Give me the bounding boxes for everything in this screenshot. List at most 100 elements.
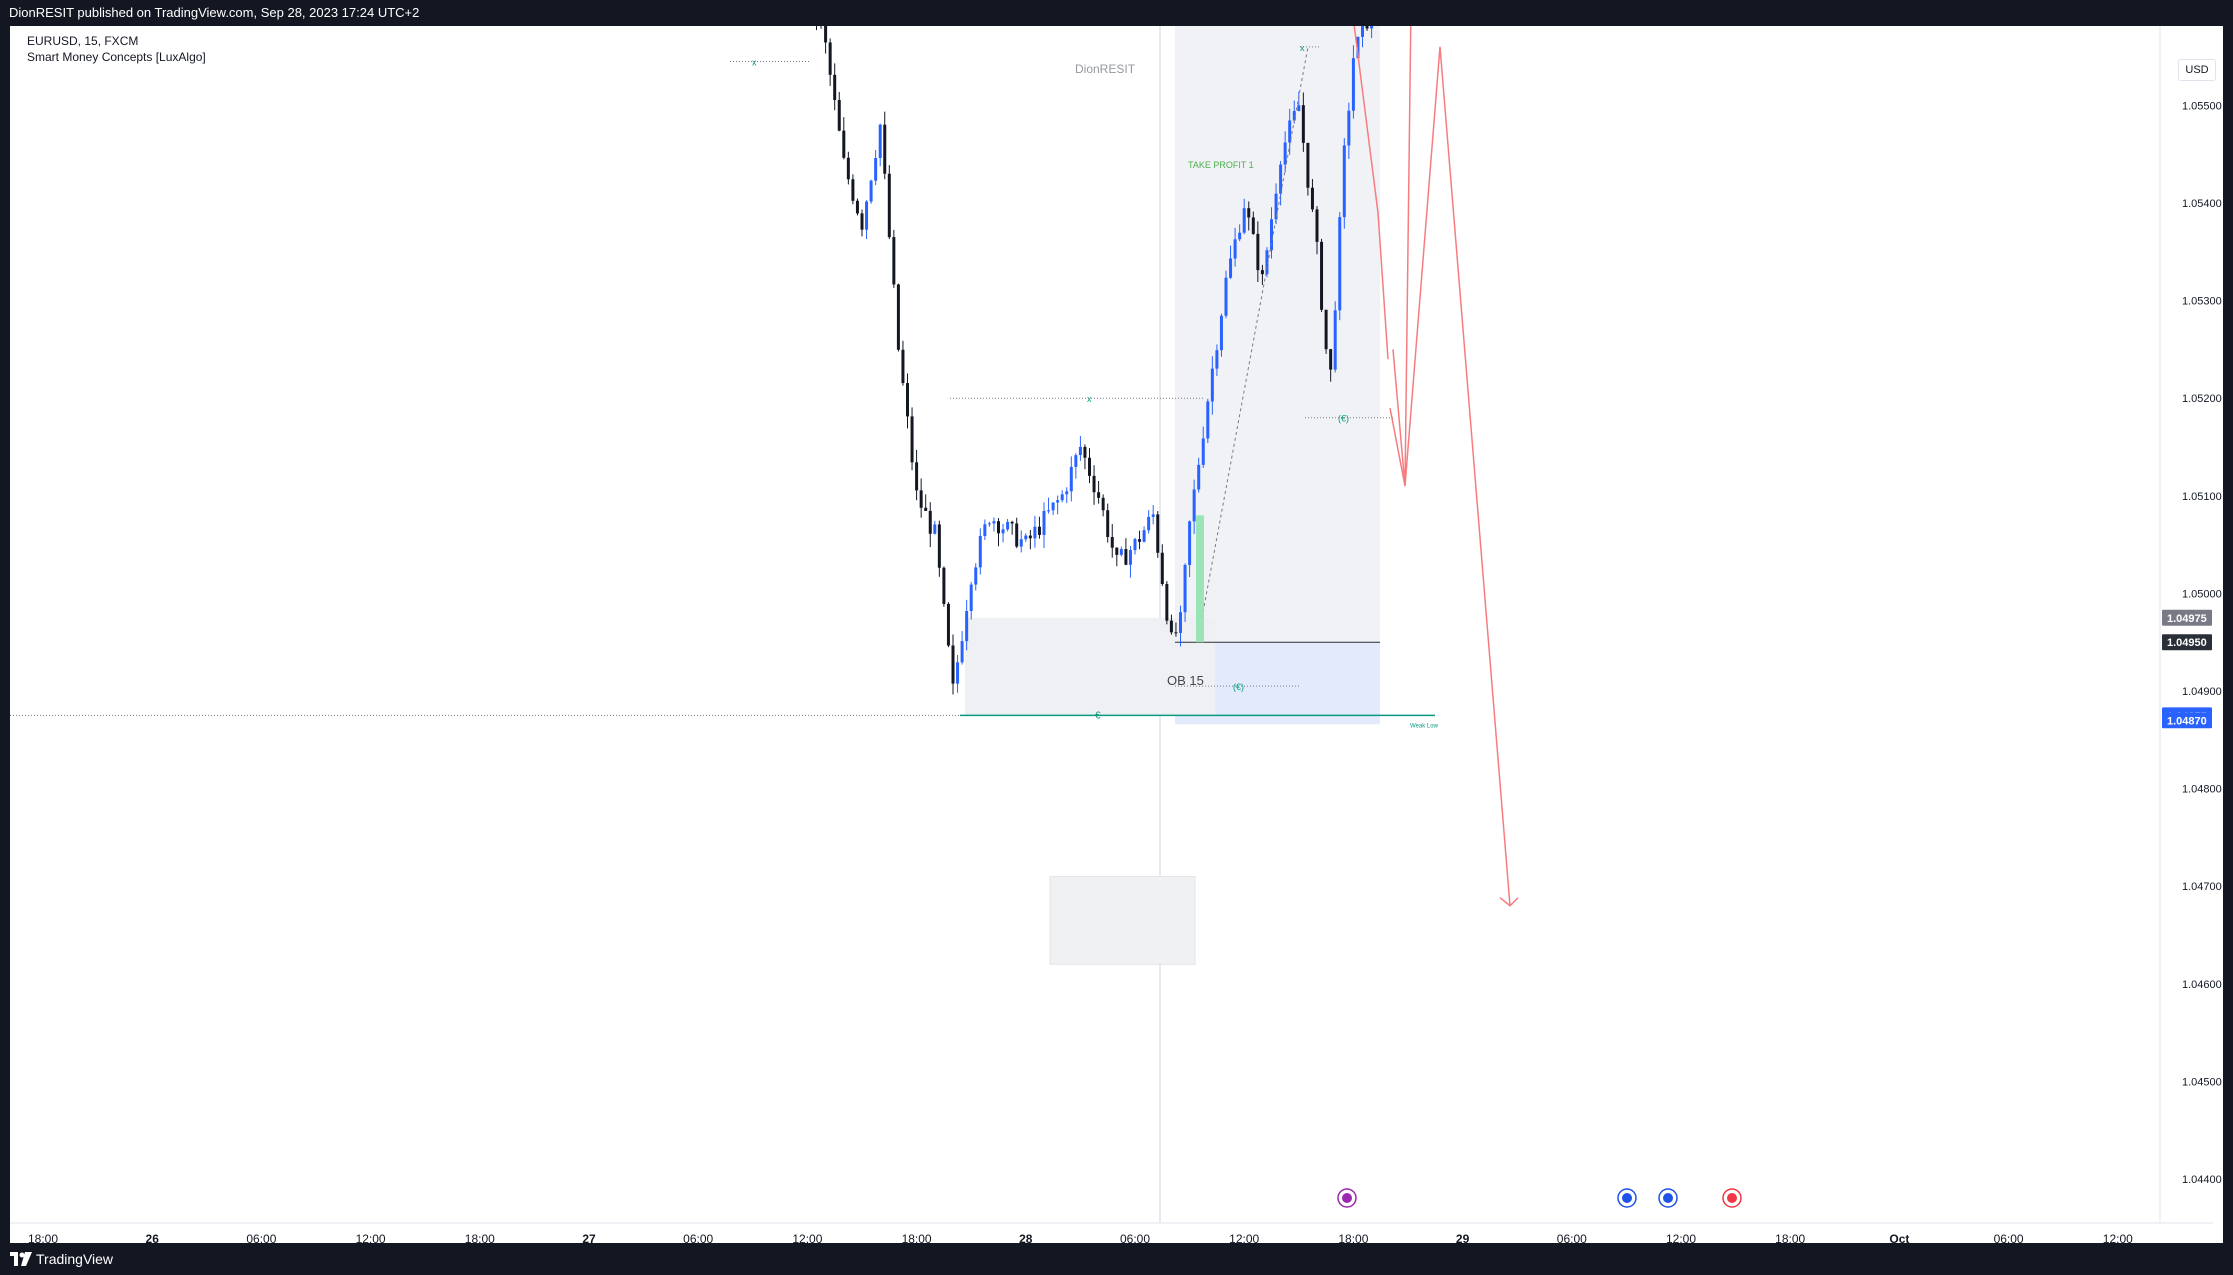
price-tick-19: 1.04500 <box>2182 1076 2222 1088</box>
time-tick-11: 12:00 <box>1229 1232 1259 1243</box>
candle-body-263 <box>1242 208 1246 233</box>
candle-body-201 <box>960 641 964 663</box>
us-event-icon-inner <box>1727 1193 1737 1203</box>
candle-body-266 <box>1256 233 1260 271</box>
candle-body-288 <box>1356 36 1360 59</box>
candle-body-283 <box>1333 310 1337 370</box>
candle-body-222 <box>1056 500 1060 503</box>
small-zone <box>1049 875 1196 965</box>
candle-body-190 <box>910 416 914 463</box>
price-label-bg-2 <box>2162 609 2212 626</box>
candle-body-215 <box>1024 535 1028 540</box>
candle-body-240 <box>1138 539 1142 542</box>
candle-body-245 <box>1160 552 1164 584</box>
time-tick-17: Oct <box>1889 1232 1909 1243</box>
price-label-bg-3 <box>2162 634 2212 651</box>
candle-body-254 <box>1201 438 1205 465</box>
candle-body-267 <box>1260 270 1264 275</box>
candle-body-189 <box>906 383 909 417</box>
candle-body-217 <box>1033 526 1037 539</box>
candle-body-230 <box>1092 475 1096 493</box>
candle-body-206 <box>983 524 987 536</box>
candle-body-229 <box>1088 457 1091 476</box>
candle-body-290 <box>1365 26 1369 29</box>
candle-body-244 <box>1156 514 1160 553</box>
candle-body-238 <box>1128 550 1132 565</box>
author-watermark: DionRESIT <box>1075 62 1136 76</box>
chart-pane[interactable]: Strong HighFVG 4HKey Areas€FVG 15FVG 15F… <box>0 26 2233 1243</box>
candle-body-223 <box>1060 494 1064 501</box>
candle-body-181 <box>869 180 873 202</box>
candle-body-243 <box>1151 514 1155 517</box>
position-profit-zone <box>1175 26 1380 643</box>
candle-body-213 <box>1015 523 1019 547</box>
price-tick-16: 1.04800 <box>2182 784 2222 796</box>
price-tick-20: 1.04400 <box>2182 1174 2222 1186</box>
candle-body-204 <box>974 567 978 585</box>
time-tick-12: 18:00 <box>1338 1232 1368 1243</box>
candle-body-239 <box>1133 539 1137 551</box>
candle-body-236 <box>1119 549 1123 555</box>
time-tick-14: 06:00 <box>1557 1232 1587 1243</box>
ob-zone <box>965 617 1215 716</box>
time-tick-2: 06:00 <box>246 1232 276 1243</box>
projection-up <box>1389 26 1412 487</box>
price-label-2: 1.04975 <box>2167 613 2207 625</box>
candle-body-271 <box>1279 164 1283 194</box>
time-tick-10: 06:00 <box>1120 1232 1150 1243</box>
structure-mark-9: x <box>1300 43 1305 53</box>
candle-body-255 <box>1206 401 1210 439</box>
candle-body-282 <box>1329 349 1333 370</box>
candle-body-179 <box>860 213 864 230</box>
footer-bar: TradingView <box>0 1243 2233 1275</box>
candle-body-180 <box>865 201 869 230</box>
time-tick-19: 12:00 <box>2103 1232 2133 1243</box>
candle-body-175 <box>842 130 846 158</box>
candle-body-280 <box>1320 241 1324 310</box>
time-tick-5: 27 <box>582 1232 596 1243</box>
candle-body-177 <box>851 179 855 201</box>
time-tick-13: 29 <box>1456 1232 1470 1243</box>
time-tick-0: 18:00 <box>28 1232 58 1243</box>
price-tick-9: 1.05500 <box>2182 100 2222 112</box>
candle-body-225 <box>1069 466 1073 492</box>
candle-body-257 <box>1215 350 1219 369</box>
candle-body-278 <box>1310 187 1314 210</box>
candle-body-187 <box>896 284 900 350</box>
structure-mark-11: (€) <box>1233 682 1244 692</box>
price-chart[interactable]: Strong HighFVG 4HKey Areas€FVG 15FVG 15F… <box>10 26 2223 1243</box>
candle-body-248 <box>1174 632 1178 634</box>
candle-body-202 <box>965 611 969 642</box>
price-label-bg-5 <box>2162 712 2212 729</box>
candle-body-285 <box>1342 145 1346 218</box>
ob-label: OB 15 <box>1167 673 1204 688</box>
weak-low-label: Weak Low <box>1410 723 1439 729</box>
candle-body-224 <box>1065 491 1069 495</box>
annotations-layer: Strong HighFVG 4HKey Areas€FVG 15FVG 15F… <box>10 26 1439 965</box>
indicator-name[interactable]: Smart Money Concepts [LuxAlgo] <box>27 50 206 64</box>
candle-body-233 <box>1106 510 1110 537</box>
structure-mark-7: x <box>1087 394 1092 404</box>
candle-body-227 <box>1078 446 1082 456</box>
time-tick-9: 28 <box>1019 1232 1033 1243</box>
candle-body-176 <box>846 157 850 180</box>
candle-body-232 <box>1101 497 1105 511</box>
candle-body-193 <box>924 507 928 511</box>
candle-body-268 <box>1265 250 1269 275</box>
candle-body-277 <box>1306 142 1310 188</box>
tp1-label: TAKE PROFIT 1 <box>1188 160 1254 170</box>
price-axis[interactable]: 1.067001.066001.065001.064001.063001.062… <box>2110 26 2222 1186</box>
candle-body-203 <box>969 584 973 612</box>
time-axis[interactable]: 18:00 26 06:00 12:00 18:00 27 06:00 12:00 18:00 2… <box>28 1232 2133 1243</box>
time-tick-18: 06:00 <box>1994 1232 2024 1243</box>
candle-body-265 <box>1251 217 1255 234</box>
candle-body-274 <box>1292 111 1296 121</box>
candle-body-262 <box>1238 232 1242 240</box>
candle-body-191 <box>915 462 919 491</box>
flash-event-icon-inner <box>1342 1193 1352 1203</box>
currency-button[interactable]: USD <box>2178 59 2216 81</box>
price-tick-17: 1.04700 <box>2182 881 2222 893</box>
candle-body-211 <box>1006 521 1010 530</box>
candle-body-247 <box>1169 620 1173 633</box>
candles-layer <box>816 26 1374 695</box>
